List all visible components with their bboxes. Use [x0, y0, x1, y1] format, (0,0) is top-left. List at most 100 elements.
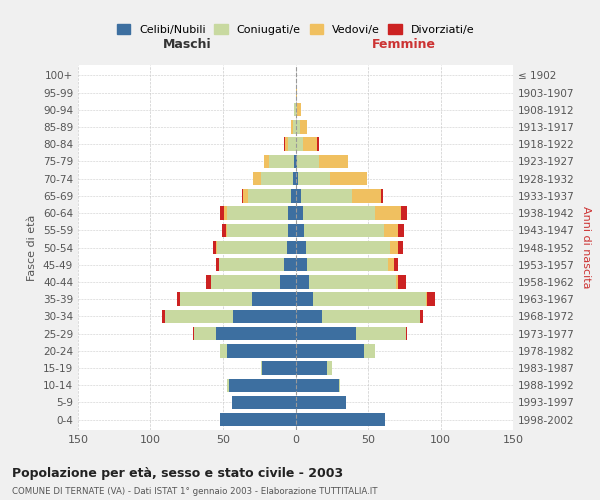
- Bar: [165, 310, 233, 323]
- Bar: [227, 224, 288, 237]
- Bar: [284, 258, 296, 272]
- Bar: [390, 241, 398, 254]
- Bar: [322, 310, 420, 323]
- Bar: [395, 275, 398, 288]
- Text: Maschi: Maschi: [163, 38, 211, 51]
- Bar: [296, 138, 303, 151]
- Bar: [218, 258, 284, 272]
- Bar: [193, 327, 194, 340]
- Bar: [216, 258, 218, 272]
- Bar: [248, 189, 291, 202]
- Bar: [217, 241, 287, 254]
- Bar: [398, 241, 403, 254]
- Bar: [261, 172, 293, 186]
- Bar: [375, 206, 401, 220]
- Bar: [401, 206, 407, 220]
- Bar: [221, 224, 226, 237]
- Bar: [293, 172, 296, 186]
- Bar: [303, 206, 375, 220]
- Bar: [260, 362, 262, 374]
- Bar: [339, 378, 340, 392]
- Bar: [176, 292, 179, 306]
- Text: Popolazione per età, sesso e stato civile - 2003: Popolazione per età, sesso e stato civil…: [12, 468, 343, 480]
- Bar: [296, 378, 339, 392]
- Bar: [305, 241, 390, 254]
- Bar: [252, 292, 296, 306]
- Bar: [233, 310, 296, 323]
- Bar: [300, 120, 307, 134]
- Bar: [227, 378, 229, 392]
- Bar: [253, 172, 260, 186]
- Bar: [301, 189, 352, 202]
- Bar: [286, 138, 288, 151]
- Bar: [291, 189, 296, 202]
- Bar: [287, 241, 296, 254]
- Bar: [220, 413, 296, 426]
- Bar: [296, 86, 297, 100]
- Bar: [280, 275, 296, 288]
- Bar: [296, 206, 303, 220]
- Bar: [220, 206, 224, 220]
- Bar: [308, 275, 395, 288]
- Bar: [398, 275, 406, 288]
- Bar: [296, 120, 300, 134]
- Bar: [398, 224, 404, 237]
- Bar: [216, 241, 217, 254]
- Bar: [394, 258, 398, 272]
- Bar: [296, 292, 313, 306]
- Bar: [262, 362, 296, 374]
- Bar: [220, 344, 227, 358]
- Bar: [364, 344, 375, 358]
- Text: Femmine: Femmine: [372, 38, 436, 51]
- Bar: [384, 224, 398, 237]
- Bar: [296, 275, 308, 288]
- Bar: [288, 224, 296, 237]
- Bar: [296, 189, 301, 202]
- Bar: [213, 241, 216, 254]
- Bar: [356, 327, 406, 340]
- Bar: [296, 172, 298, 186]
- Bar: [232, 396, 296, 409]
- Bar: [296, 310, 322, 323]
- Bar: [296, 344, 364, 358]
- Bar: [244, 189, 248, 202]
- Bar: [296, 362, 328, 374]
- Bar: [296, 327, 356, 340]
- Bar: [206, 275, 211, 288]
- Bar: [194, 327, 216, 340]
- Bar: [328, 362, 332, 374]
- Bar: [304, 224, 384, 237]
- Bar: [313, 292, 426, 306]
- Bar: [162, 310, 165, 323]
- Y-axis label: Fasce di età: Fasce di età: [28, 214, 37, 280]
- Bar: [297, 154, 319, 168]
- Bar: [296, 241, 305, 254]
- Bar: [381, 189, 383, 202]
- Bar: [269, 154, 294, 168]
- Bar: [317, 138, 319, 151]
- Bar: [319, 154, 348, 168]
- Bar: [288, 206, 296, 220]
- Bar: [296, 413, 385, 426]
- Bar: [420, 310, 423, 323]
- Bar: [216, 327, 296, 340]
- Bar: [229, 378, 296, 392]
- Bar: [427, 292, 435, 306]
- Bar: [293, 120, 296, 134]
- Bar: [296, 154, 297, 168]
- Bar: [426, 292, 427, 306]
- Bar: [352, 189, 381, 202]
- Bar: [284, 138, 286, 151]
- Bar: [291, 120, 293, 134]
- Legend: Celibi/Nubili, Coniugati/e, Vedovi/e, Divorziati/e: Celibi/Nubili, Coniugati/e, Vedovi/e, Di…: [112, 20, 479, 39]
- Text: COMUNE DI TERNATE (VA) - Dati ISTAT 1° gennaio 2003 - Elaborazione TUTTITALIA.IT: COMUNE DI TERNATE (VA) - Dati ISTAT 1° g…: [12, 488, 377, 496]
- Bar: [242, 189, 244, 202]
- Bar: [294, 154, 296, 168]
- Bar: [288, 138, 296, 151]
- Bar: [179, 292, 252, 306]
- Bar: [296, 224, 304, 237]
- Bar: [294, 103, 296, 117]
- Bar: [224, 206, 227, 220]
- Bar: [296, 396, 346, 409]
- Bar: [307, 258, 388, 272]
